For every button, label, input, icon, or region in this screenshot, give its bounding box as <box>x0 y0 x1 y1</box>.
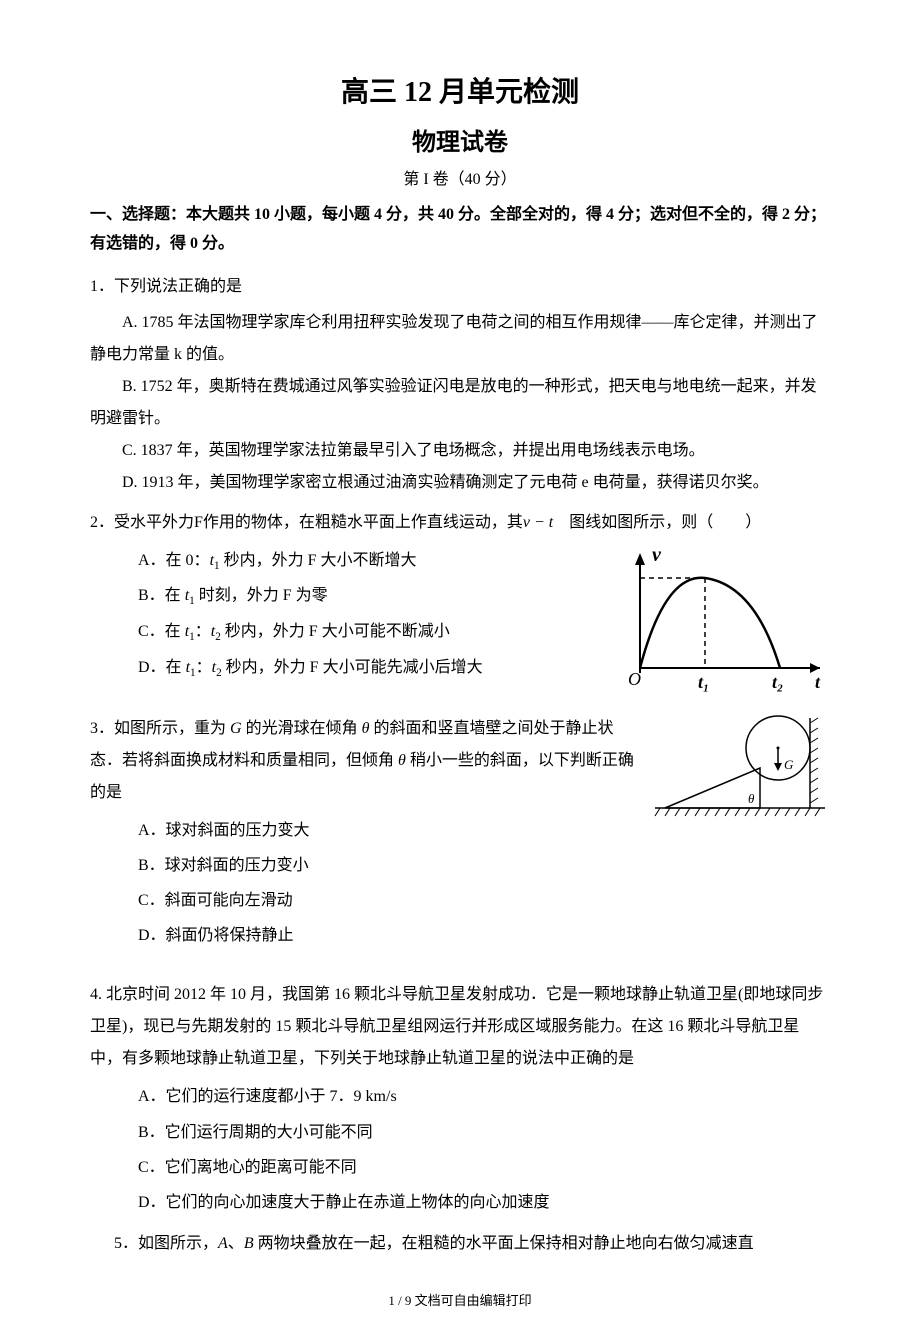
q2-stem: 2．受水平外力F作用的物体，在粗糙水平面上作直线运动，其v − t 图线如图所示… <box>90 507 830 539</box>
question-3: G θ 3．如图所示，重为 G 的光滑球在倾角 θ 的斜面和竖直墙壁之间处于静止… <box>90 713 830 954</box>
label-O: O <box>628 669 641 689</box>
incline-figure: G θ <box>650 713 830 835</box>
q4-stem: 4. 北京时间 2012 年 10 月，我国第 16 颗北斗导航卫星发射成功．它… <box>90 979 830 1075</box>
page-container: 高三 12 月单元检测 物理试卷 第 I 卷（40 分） 一、选择题：本大题共 … <box>0 0 920 1339</box>
page-footer: 1 / 9 文档可自由编辑打印 <box>90 1290 830 1309</box>
label-v: v <box>652 544 662 566</box>
label-theta: θ <box>748 791 755 806</box>
q1-option-d: D. 1913 年，美国物理学家密立根通过油滴实验精确测定了元电荷 e 电荷量，… <box>90 467 830 499</box>
q3-option-c: C．斜面可能向左滑动 <box>138 883 830 918</box>
label-t2: t₂ <box>772 672 783 692</box>
q4-option-c: C．它们离地心的距离可能不同 <box>138 1150 830 1185</box>
q4-option-a: A．它们的运行速度都小于 7．9 km/s <box>138 1079 830 1114</box>
sub-title: 物理试卷 <box>90 122 830 157</box>
question-2: 2．受水平外力F作用的物体，在粗糙水平面上作直线运动，其v − t 图线如图所示… <box>90 507 830 705</box>
q4-option-b: B．它们运行周期的大小可能不同 <box>138 1115 830 1150</box>
q1-option-a: A. 1785 年法国物理学家库仑利用扭秤实验发现了电荷之间的相互作用规律——库… <box>90 307 830 371</box>
q3-option-d: D．斜面仍将保持静止 <box>138 918 830 953</box>
instructions: 一、选择题：本大题共 10 小题，每小题 4 分，共 40 分。全部全对的，得 … <box>90 201 830 259</box>
question-1: 1．下列说法正确的是 A. 1785 年法国物理学家库仑利用扭秤实验发现了电荷之… <box>90 271 830 499</box>
q1-stem: 1．下列说法正确的是 <box>90 271 830 303</box>
q1-option-b: B. 1752 年，奥斯特在费城通过风筝实验验证闪电是放电的一种形式，把天电与地… <box>90 371 830 435</box>
question-4: 4. 北京时间 2012 年 10 月，我国第 16 颗北斗导航卫星发射成功．它… <box>90 979 830 1220</box>
q1-option-c: C. 1837 年，英国物理学家法拉第最早引入了电场概念，并提出用电场线表示电场… <box>90 435 830 467</box>
section-title: 第 I 卷（40 分） <box>90 165 830 189</box>
q3-option-b: B．球对斜面的压力变小 <box>138 848 830 883</box>
q4-option-d: D．它们的向心加速度大于静止在赤道上物体的向心加速度 <box>138 1185 830 1220</box>
question-5: 5．如图所示，A、B 两物块叠放在一起，在粗糙的水平面上保持相对静止地向右做匀减… <box>90 1228 830 1260</box>
q4-options: A．它们的运行速度都小于 7．9 km/s B．它们运行周期的大小可能不同 C．… <box>90 1079 830 1220</box>
vt-graph: v O t₁ t₂ t <box>620 543 830 705</box>
main-title: 高三 12 月单元检测 <box>90 70 830 110</box>
label-t1: t₁ <box>698 672 709 692</box>
label-t: t <box>815 672 821 692</box>
label-G: G <box>784 757 794 772</box>
